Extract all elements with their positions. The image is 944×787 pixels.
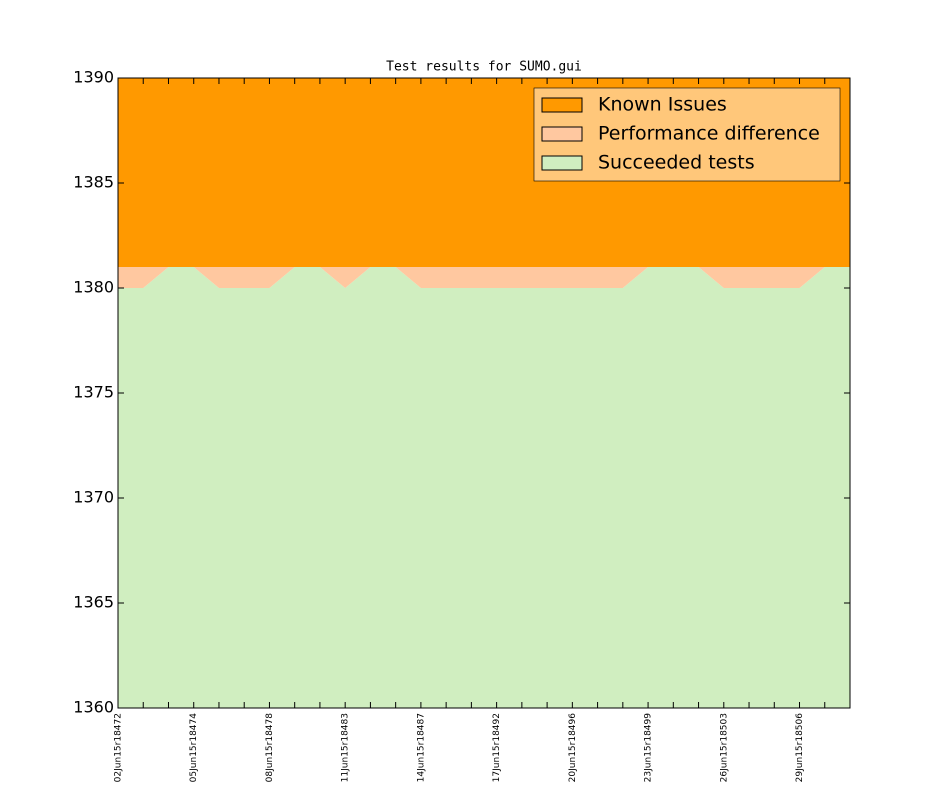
x-tick-label: 02Jun15r18472 xyxy=(114,713,124,782)
x-tick-label: 08Jun15r18478 xyxy=(265,713,275,783)
x-tick-label: 29Jun15r18506 xyxy=(795,713,805,783)
area xyxy=(118,267,850,288)
chart-title: Test results for SUMO.gui xyxy=(386,60,582,75)
y-tick-label: 1390 xyxy=(73,68,114,87)
plot-areas xyxy=(118,78,850,708)
y-tick-label: 1365 xyxy=(73,593,114,612)
legend-box xyxy=(533,87,841,182)
x-tick-label: 20Jun15r18496 xyxy=(568,713,578,783)
x-tick-label: 17Jun15r18492 xyxy=(492,713,502,782)
y-tick-label: 1375 xyxy=(73,383,114,402)
area xyxy=(118,267,850,708)
x-tick-label: 11Jun15r18483 xyxy=(341,713,351,782)
axes: 1360 1365 1370 1375 1380 1385 1390 02Jun15r1847… xyxy=(73,68,851,783)
y-tick-label: 1380 xyxy=(73,278,114,297)
legend-label: Performance difference xyxy=(598,123,820,145)
legend-swatch xyxy=(541,126,583,142)
y-tick-label: 1360 xyxy=(73,698,114,717)
y-tick-label: 1370 xyxy=(73,488,114,507)
legend-label: Known Issues xyxy=(598,94,727,116)
legend-label: Succeeded tests xyxy=(598,152,755,174)
legend: Known Issues Performance difference Succee… xyxy=(533,87,841,182)
x-tick-label: 26Jun15r18503 xyxy=(719,713,729,782)
x-tick-label: 23Jun15r18499 xyxy=(644,713,654,783)
x-tick-label: 05Jun15r18474 xyxy=(189,713,199,783)
y-tick-label: 1385 xyxy=(73,173,114,192)
legend-swatch xyxy=(541,155,583,171)
legend-swatch xyxy=(541,97,583,113)
x-tick-label: 14Jun15r18487 xyxy=(416,713,426,782)
